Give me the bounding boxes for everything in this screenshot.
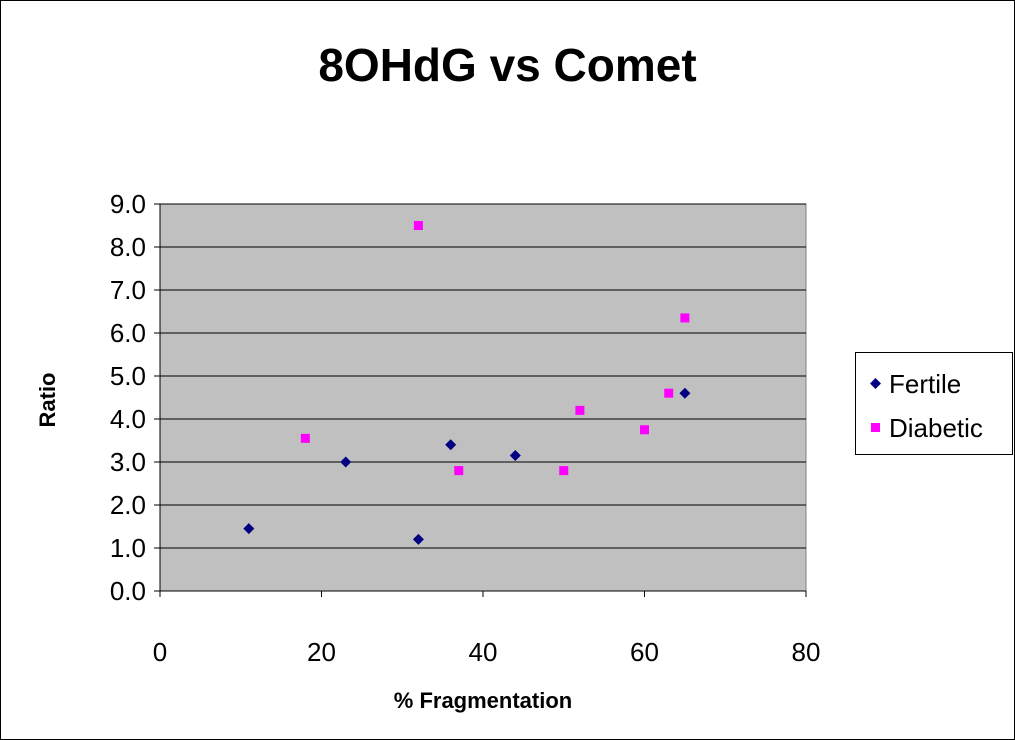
legend-marker-diabetic — [871, 423, 880, 432]
y-tick-label: 4.0 — [110, 404, 146, 434]
y-axis-title: Ratio — [35, 372, 60, 428]
data-point-diabetic — [413, 221, 423, 230]
legend-item-fertile: Fertile — [856, 369, 1012, 399]
data-point-diabetic — [300, 433, 310, 443]
data-point-diabetic — [640, 425, 649, 435]
y-tick-label: 6.0 — [110, 318, 146, 348]
legend-item-diabetic: Diabetic — [856, 413, 1012, 443]
data-point-diabetic — [559, 466, 569, 476]
grid-lines — [160, 203, 806, 549]
data-point-fertile — [340, 456, 352, 468]
y-tick-label: 8.0 — [110, 232, 146, 262]
x-tick-label: 60 — [630, 637, 659, 667]
data-point-fertile — [679, 387, 691, 399]
data-points — [243, 221, 691, 545]
data-point-diabetic — [664, 388, 674, 398]
y-tick-labels: 0.0 1.0 2.0 3.0 4.0 5.0 6.0 7.0 8.0 9.0 — [110, 189, 146, 606]
x-tick-labels: 0 20 40 60 80 — [153, 637, 821, 667]
y-tick-label: 3.0 — [110, 447, 146, 477]
legend-label-diabetic: Diabetic — [889, 413, 983, 443]
y-tick-label: 9.0 — [110, 189, 146, 219]
y-tick-label: 0.0 — [110, 576, 146, 606]
data-point-diabetic — [575, 405, 585, 415]
y-tick-label: 2.0 — [110, 490, 146, 520]
x-axis-title: % Fragmentation — [393, 688, 573, 713]
axes — [154, 203, 807, 597]
data-point-diabetic — [454, 466, 464, 476]
data-point-fertile — [412, 533, 424, 545]
data-point-fertile — [445, 439, 457, 451]
legend-label-fertile: Fertile — [889, 369, 962, 399]
chart-title: 8OHdG vs Comet — [318, 39, 697, 91]
legend: Fertile Diabetic — [855, 352, 1013, 455]
x-tick-label: 0 — [153, 637, 167, 667]
plot-area — [159, 203, 807, 592]
x-tick-label: 80 — [792, 637, 821, 667]
x-tick-label: 20 — [307, 637, 336, 667]
y-tick-label: 5.0 — [110, 361, 146, 391]
data-point-diabetic — [680, 313, 690, 323]
y-tick-label: 7.0 — [110, 275, 146, 305]
x-tick-label: 40 — [469, 637, 498, 667]
data-point-fertile — [243, 523, 255, 535]
legend-marker-fertile — [870, 378, 881, 389]
y-tick-label: 1.0 — [110, 533, 146, 563]
data-point-fertile — [509, 450, 521, 462]
